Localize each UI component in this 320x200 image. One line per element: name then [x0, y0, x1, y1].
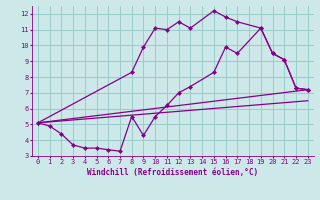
X-axis label: Windchill (Refroidissement éolien,°C): Windchill (Refroidissement éolien,°C) — [87, 168, 258, 177]
